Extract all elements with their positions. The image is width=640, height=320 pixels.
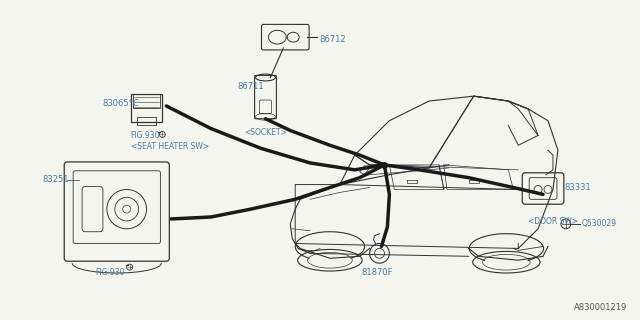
Text: FIG.930: FIG.930 (95, 268, 124, 277)
Text: A830001219: A830001219 (574, 303, 627, 312)
Text: 83065*C: 83065*C (102, 100, 139, 108)
Text: 86712: 86712 (319, 35, 346, 44)
Text: 81870F: 81870F (362, 268, 393, 277)
Text: <SOCKET>: <SOCKET> (244, 128, 287, 137)
Text: 83251: 83251 (42, 175, 69, 184)
Text: <SEAT HEATER SW>: <SEAT HEATER SW> (131, 142, 209, 151)
Text: Q530029: Q530029 (582, 220, 617, 228)
Text: FIG.930: FIG.930 (131, 131, 160, 140)
Text: 83331: 83331 (565, 183, 591, 192)
Text: 86711: 86711 (237, 82, 264, 91)
Text: <DOOR SW>: <DOOR SW> (528, 217, 579, 226)
